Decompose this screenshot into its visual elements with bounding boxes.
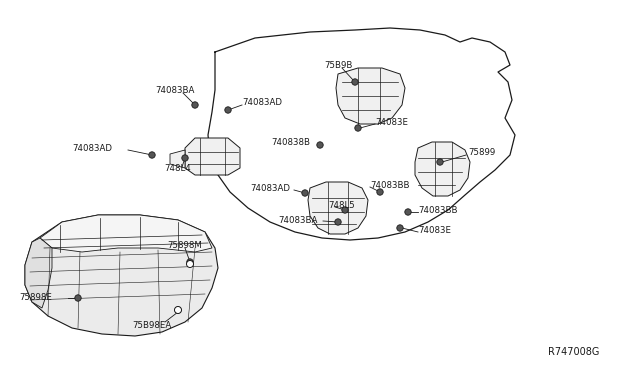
- Text: 75898E: 75898E: [19, 294, 52, 302]
- Circle shape: [302, 190, 308, 196]
- Polygon shape: [25, 238, 52, 308]
- Circle shape: [75, 295, 81, 301]
- Circle shape: [149, 152, 155, 158]
- Circle shape: [437, 159, 443, 165]
- Circle shape: [187, 259, 193, 265]
- Circle shape: [175, 307, 182, 314]
- Text: 75899: 75899: [468, 148, 495, 157]
- Polygon shape: [185, 138, 240, 175]
- Text: R747008G: R747008G: [548, 347, 600, 357]
- Text: 74083BA: 74083BA: [156, 86, 195, 94]
- Text: 74083E: 74083E: [375, 118, 408, 126]
- Text: 75898M: 75898M: [168, 241, 202, 250]
- Text: 75B98EA: 75B98EA: [132, 321, 172, 330]
- Polygon shape: [308, 182, 368, 234]
- Circle shape: [225, 107, 231, 113]
- Text: 74083AD: 74083AD: [250, 183, 290, 192]
- Text: 75B9B: 75B9B: [324, 61, 352, 70]
- Text: 74083AD: 74083AD: [242, 97, 282, 106]
- Text: 74083AD: 74083AD: [72, 144, 112, 153]
- Circle shape: [342, 207, 348, 213]
- Polygon shape: [25, 215, 218, 336]
- Polygon shape: [336, 68, 405, 124]
- Text: 748L5: 748L5: [328, 201, 355, 209]
- Text: 74083E: 74083E: [418, 225, 451, 234]
- Polygon shape: [415, 142, 470, 196]
- Circle shape: [355, 125, 361, 131]
- Text: 74083BB: 74083BB: [418, 205, 458, 215]
- Text: 74083BB: 74083BB: [370, 180, 410, 189]
- Circle shape: [352, 79, 358, 85]
- Circle shape: [175, 307, 181, 313]
- Circle shape: [317, 142, 323, 148]
- Circle shape: [397, 225, 403, 231]
- Circle shape: [182, 155, 188, 161]
- Circle shape: [192, 102, 198, 108]
- Polygon shape: [170, 150, 185, 168]
- Circle shape: [186, 260, 193, 267]
- Text: 748L4: 748L4: [164, 164, 191, 173]
- Text: 74083BA: 74083BA: [278, 215, 318, 224]
- Text: 740838B: 740838B: [271, 138, 310, 147]
- Circle shape: [377, 189, 383, 195]
- Polygon shape: [40, 215, 212, 252]
- Circle shape: [405, 209, 412, 215]
- Circle shape: [335, 219, 341, 225]
